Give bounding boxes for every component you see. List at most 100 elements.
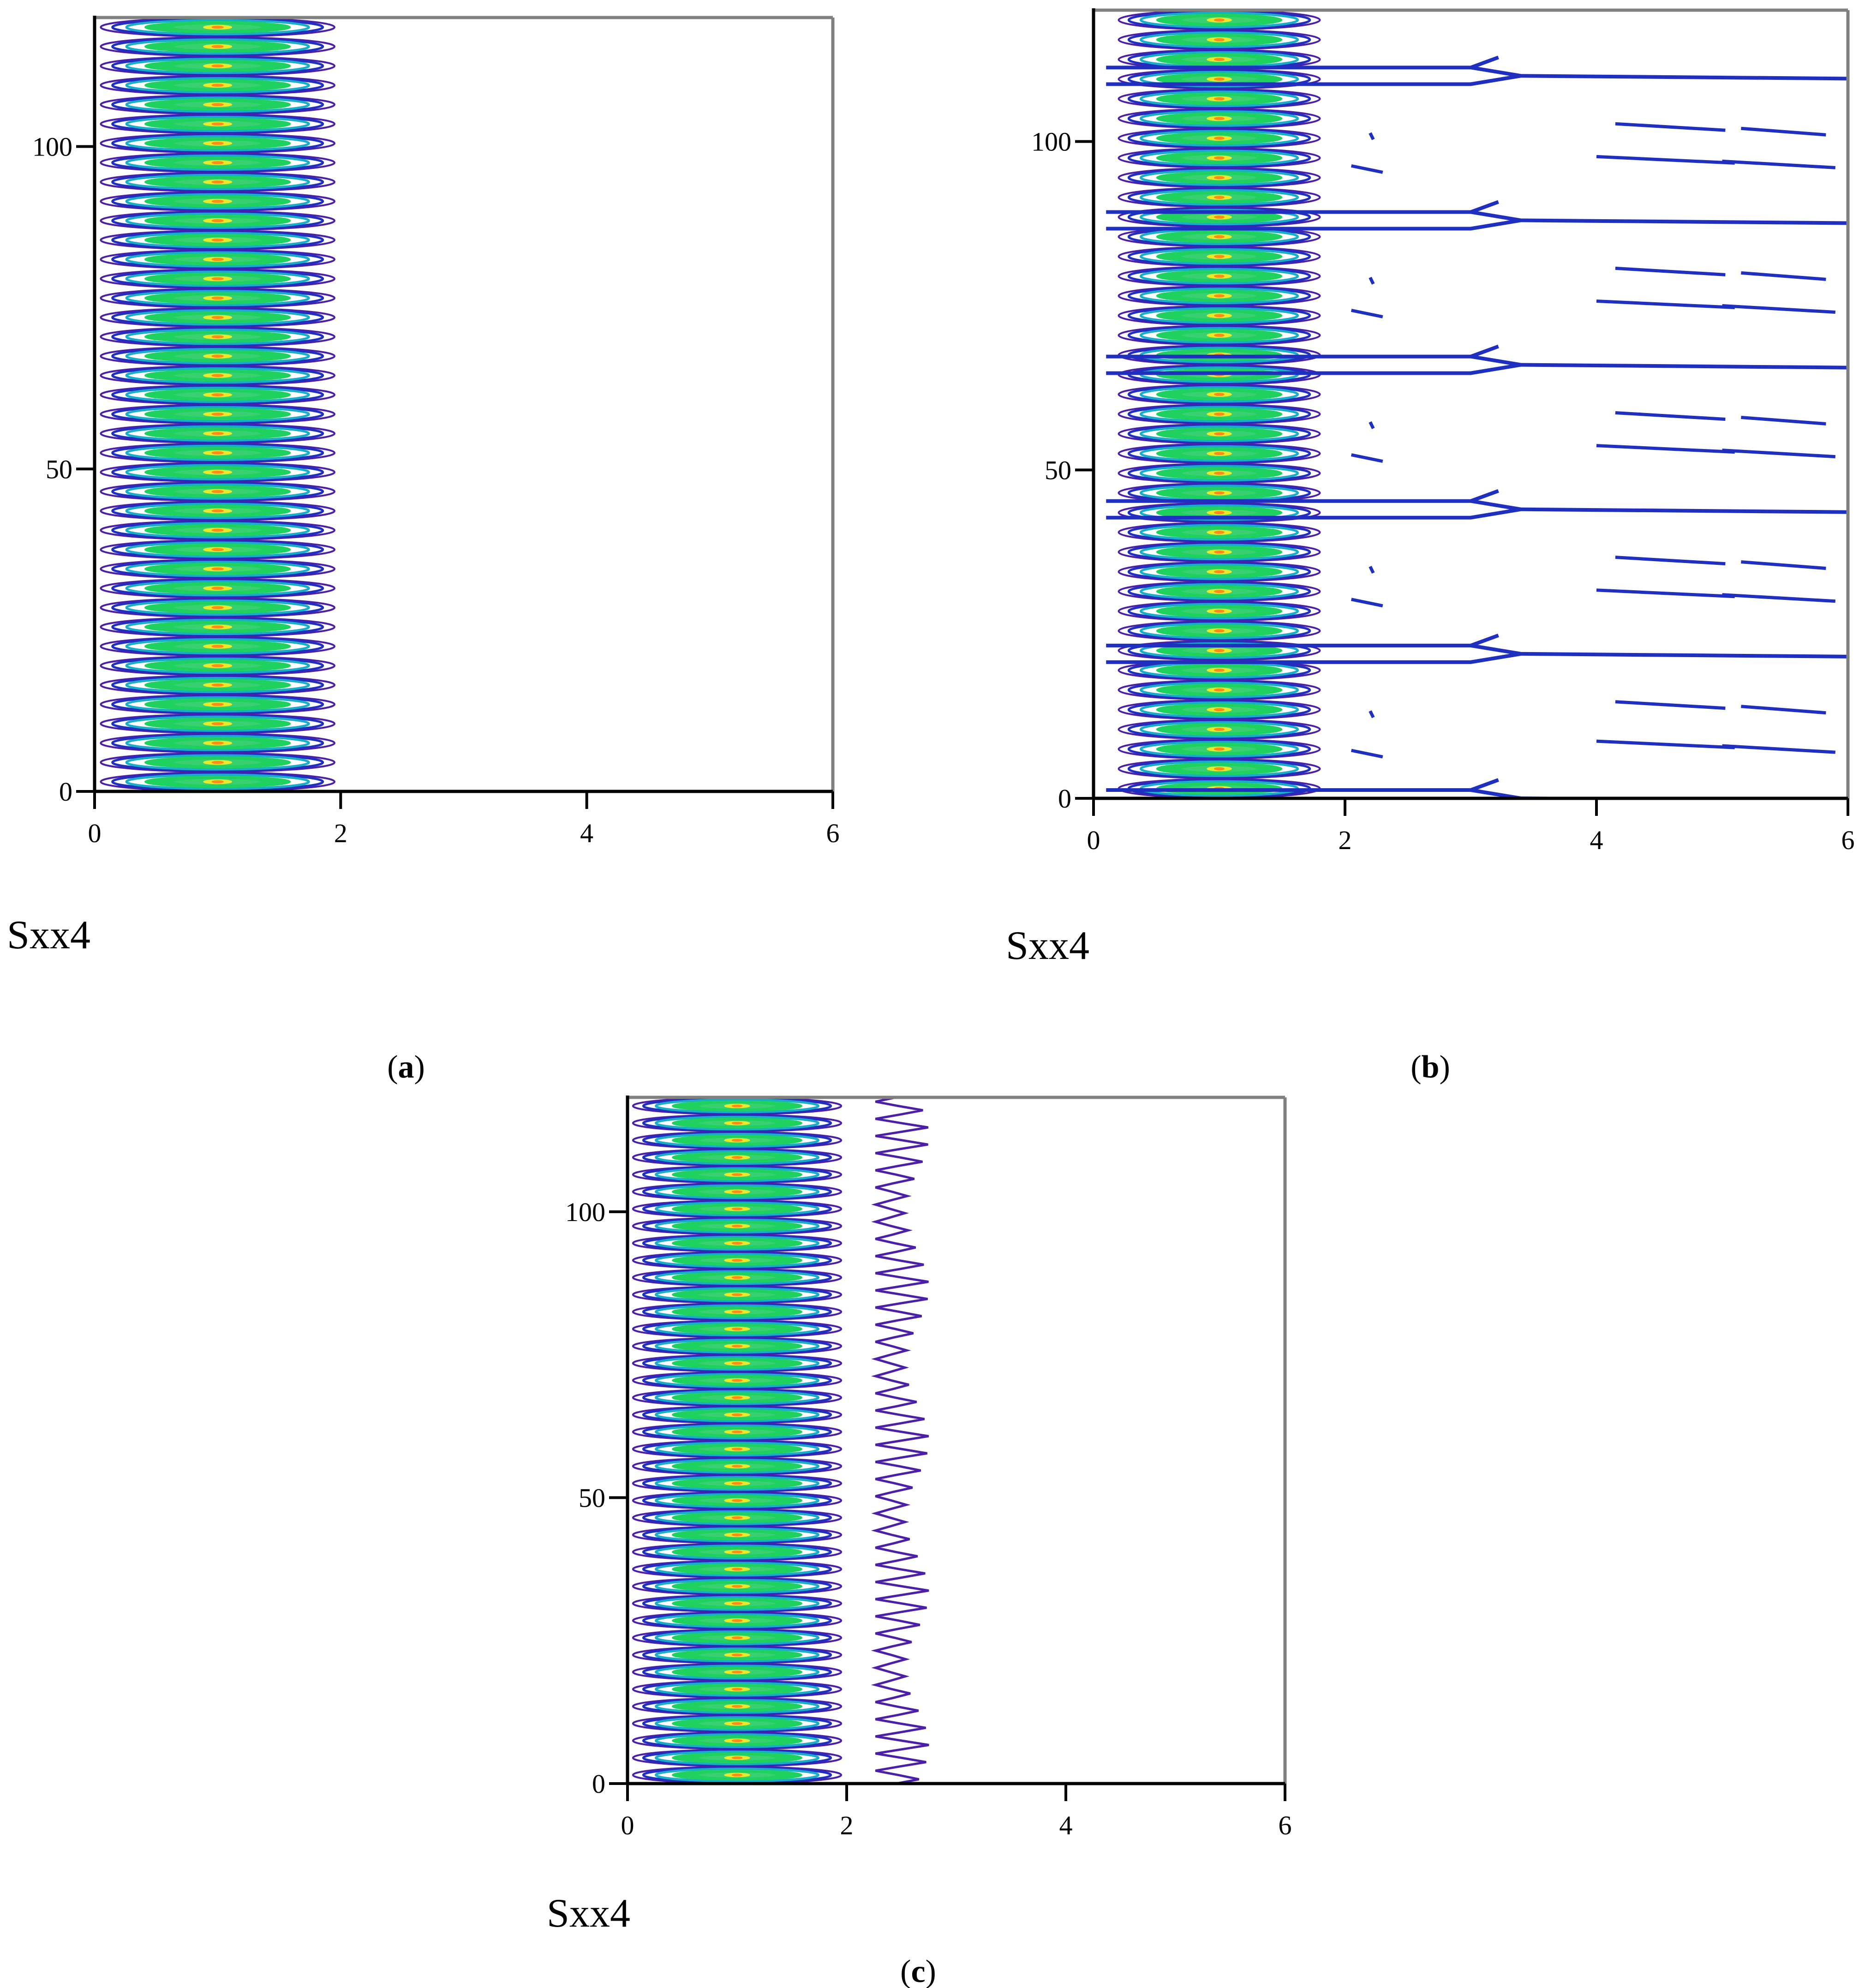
contour-level [731, 1241, 743, 1245]
panel-b: 0 2 4 6 0 50 100 Sxx4 (b) [1006, 8, 1855, 1085]
contour-level [1214, 196, 1225, 199]
contour-level [211, 528, 224, 532]
contour-band [1118, 187, 1321, 208]
contour-band [632, 1234, 843, 1252]
contour-level [1140, 682, 1299, 699]
contour-level [731, 1585, 743, 1588]
contour-band [100, 152, 335, 173]
contour-level [731, 1173, 743, 1176]
y-tick-label: 0 [1058, 784, 1071, 814]
panel-b-axes: 0 2 4 6 0 50 100 [1031, 8, 1855, 855]
contour-level [1140, 406, 1299, 423]
contour-band [100, 558, 335, 579]
contour-band [1118, 738, 1321, 760]
contour-level [1140, 209, 1299, 226]
contour-level [1214, 393, 1225, 396]
x-tick-label: 0 [1087, 825, 1100, 855]
contour-level [731, 1121, 743, 1125]
contour-short-segment [1369, 710, 1375, 719]
contour-level [1140, 583, 1299, 600]
contour-level [655, 1321, 819, 1336]
contour-band [1118, 88, 1321, 109]
contour-band [1118, 719, 1321, 740]
contour-band [1118, 265, 1321, 287]
contour-level [1214, 491, 1225, 495]
contour-level [125, 444, 310, 461]
panel-b-contours [1106, 9, 1848, 798]
y-tick-label: 100 [32, 132, 72, 162]
contour-band [632, 1646, 843, 1664]
contour-band [1118, 403, 1321, 425]
contour-level [211, 296, 224, 300]
panel-a: 0 2 4 6 0 50 100 Sxx4 (a) [7, 16, 840, 1085]
panel-c-xlabel: Sxx4 [547, 1891, 630, 1936]
contour-short-segment [1596, 299, 1735, 309]
contour-level [655, 1253, 819, 1268]
contour-level [655, 1733, 819, 1748]
contour-level [211, 702, 224, 706]
contour-level [1140, 189, 1299, 206]
contour-level [731, 1379, 743, 1382]
contour-level [655, 1767, 819, 1783]
contour-level [1140, 130, 1299, 147]
contour-band [100, 75, 335, 96]
contour-band [100, 713, 335, 734]
contour-level [1214, 117, 1225, 120]
contour-level [125, 638, 310, 655]
contour-level [1214, 412, 1225, 416]
contour-level [731, 1156, 743, 1159]
contour-level [1140, 327, 1299, 344]
contour-level [1214, 609, 1225, 613]
contour-band [1118, 640, 1321, 661]
contour-short-segment [1596, 588, 1735, 599]
contour-band [100, 655, 335, 676]
contour-band [100, 268, 335, 289]
contour-level [125, 599, 310, 616]
contour-band [100, 423, 335, 444]
contour-level [1214, 649, 1225, 653]
contour-level [1140, 741, 1299, 758]
panel-c-contour-field [632, 1096, 929, 1784]
contour-level [211, 64, 224, 68]
contour-level [125, 38, 310, 55]
contour-level [1140, 524, 1299, 541]
contour-level [731, 1362, 743, 1365]
contour-level [1214, 590, 1225, 593]
contour-band [632, 1457, 843, 1476]
contour-level [125, 58, 310, 74]
x-tick-label: 2 [334, 818, 347, 848]
contour-level [1140, 90, 1299, 108]
contour-band [100, 326, 335, 347]
contour-band [632, 1560, 843, 1579]
contour-level [125, 464, 310, 480]
contour-level [211, 335, 224, 339]
contour-level [211, 509, 224, 513]
x-tick-label: 6 [1841, 825, 1855, 855]
contour-level [655, 1373, 819, 1388]
contour-level [211, 354, 224, 358]
x-tick-label: 4 [580, 818, 593, 848]
contour-band [100, 249, 335, 270]
contour-level [211, 199, 224, 203]
contour-level [125, 348, 310, 365]
panel-b-caption: (b) [1411, 1049, 1450, 1085]
contour-level [211, 760, 224, 764]
contour-band [632, 1285, 843, 1304]
panel-a-axes: 0 2 4 6 0 50 100 [32, 16, 840, 848]
contour-level [655, 1425, 819, 1439]
contour-level [655, 1476, 819, 1491]
contour-level [211, 238, 224, 242]
contour-band [632, 1474, 843, 1493]
contour-level [125, 154, 310, 171]
contour-level [1140, 386, 1299, 403]
contour-level [731, 1413, 743, 1416]
contour-level [731, 1533, 743, 1537]
x-tick-label: 4 [1059, 1810, 1073, 1840]
contour-band [1118, 502, 1321, 523]
contour-level [125, 309, 310, 326]
contour-level [1214, 255, 1225, 258]
contour-level [731, 1430, 743, 1434]
contour-band [632, 1199, 843, 1218]
x-tick-label: 6 [1279, 1810, 1292, 1840]
contour-level [1140, 623, 1299, 639]
